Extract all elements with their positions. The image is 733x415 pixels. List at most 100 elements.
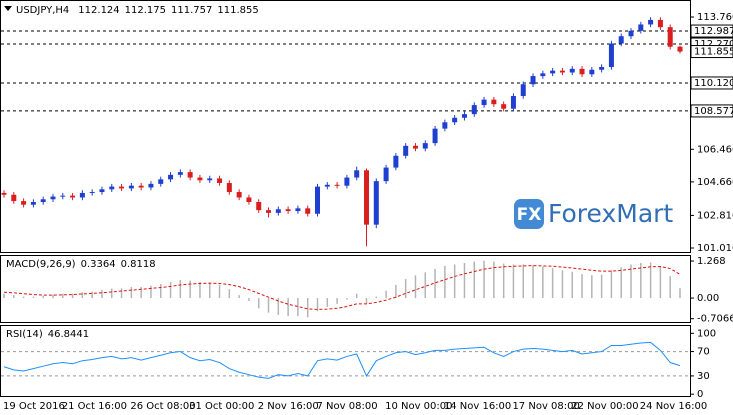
x-tick-label: 19 Oct 2016 xyxy=(3,401,65,412)
candle-body xyxy=(599,67,605,70)
x-tick-label: 10 Nov 00:00 xyxy=(385,401,452,412)
candle-body xyxy=(256,202,262,211)
y-tick-label: 101.010 xyxy=(697,243,733,254)
candle-body xyxy=(246,197,252,202)
candle-body xyxy=(677,46,683,52)
candle-body xyxy=(383,167,389,182)
candle-body xyxy=(589,69,595,75)
candle-body xyxy=(70,195,76,198)
level-box xyxy=(690,24,733,38)
candle-body xyxy=(608,43,614,68)
y-tick-label: 106.460 xyxy=(697,144,733,155)
candle-body xyxy=(99,189,105,193)
logo-text: ForexMart xyxy=(548,199,673,228)
candle-body xyxy=(520,84,526,97)
candle-body xyxy=(471,105,477,115)
candle-body xyxy=(344,177,350,186)
level-box xyxy=(690,76,733,90)
candle-body xyxy=(79,192,85,198)
panel-title-value: 0.3364 xyxy=(81,259,116,270)
y-tick-label: 0.00 xyxy=(697,293,719,304)
panel-title-name: RSI(14) xyxy=(6,329,43,340)
candle-body xyxy=(638,24,644,31)
candle-body xyxy=(501,104,507,109)
level-label: 110.120 xyxy=(694,78,733,89)
candle-body xyxy=(109,186,115,190)
candle-body xyxy=(226,182,232,193)
candle-body xyxy=(667,27,673,47)
panel-title-name: USDJPY,H4 xyxy=(16,5,69,16)
y-tick-label: 70 xyxy=(697,347,710,358)
y-tick-label: 104.660 xyxy=(697,177,733,188)
candle-body xyxy=(21,201,27,205)
candle-body xyxy=(530,76,536,85)
candle-body xyxy=(177,172,183,175)
x-tick-label: 14 Nov 16:00 xyxy=(444,401,511,412)
candle-body xyxy=(1,192,7,195)
level-label: 112.987 xyxy=(694,26,733,37)
price-panel xyxy=(0,0,691,253)
x-tick-label: 22 Nov 00:00 xyxy=(571,401,638,412)
panel-title-value: 111.757 xyxy=(171,5,212,16)
candle-body xyxy=(324,184,330,187)
last-price-box xyxy=(690,45,733,59)
candle-body xyxy=(275,209,281,213)
candle-body xyxy=(412,145,418,149)
logo-icon-text: FX xyxy=(517,205,542,225)
y-tick-label: 113.760 xyxy=(697,12,733,23)
signal-line xyxy=(3,265,681,310)
candle-body xyxy=(432,128,438,144)
candle-body xyxy=(148,183,154,188)
candle-body xyxy=(540,73,546,77)
x-tick-label: 24 Nov 16:00 xyxy=(640,401,707,412)
candle-body xyxy=(236,192,242,198)
candle-body xyxy=(128,185,134,189)
candle-body xyxy=(550,70,556,74)
candle-body xyxy=(168,174,174,180)
candle-body xyxy=(579,68,585,75)
y-tick-label: 30 xyxy=(697,371,710,382)
level-label: 112.270 xyxy=(694,39,733,50)
menu-triangle[interactable] xyxy=(4,6,12,11)
candle-body xyxy=(40,199,46,202)
candle-body xyxy=(334,184,340,186)
panel-title: MACD(9,26,9) 0.3364 0.8118 xyxy=(6,259,156,270)
candle-body xyxy=(207,178,213,181)
candle-body xyxy=(295,208,301,212)
panel-title-name: MACD(9,26,9) xyxy=(6,259,76,270)
rsi-panel xyxy=(0,325,691,397)
candle-body xyxy=(510,96,516,109)
candle-body xyxy=(60,195,66,197)
candle-body xyxy=(481,99,487,106)
candle-body xyxy=(422,143,428,149)
candle-body xyxy=(285,209,291,212)
candle-body xyxy=(648,19,654,25)
level-label: 108.577 xyxy=(694,106,733,117)
candle-body xyxy=(452,117,458,123)
candle-body xyxy=(559,70,565,73)
candle-body xyxy=(305,208,311,214)
candle-body xyxy=(138,185,144,188)
y-tick-label: 0 xyxy=(697,389,703,400)
candle-body xyxy=(315,186,321,214)
x-tick-label: 2 Nov 16:00 xyxy=(258,401,319,412)
candle-body xyxy=(393,155,399,168)
candle-body xyxy=(11,194,17,202)
x-tick-label: 17 Nov 08:00 xyxy=(512,401,579,412)
candle-body xyxy=(618,36,624,44)
logo-icon xyxy=(514,199,544,229)
candle-body xyxy=(491,99,497,105)
last-price-label: 111.855 xyxy=(694,47,733,58)
y-tick-label: -0.7066 xyxy=(697,314,733,325)
panel-title-value: 111.855 xyxy=(217,5,258,16)
candle-body xyxy=(461,114,467,118)
candle-body xyxy=(569,68,575,73)
panel-title-value: 46.8441 xyxy=(48,329,89,340)
candle-body xyxy=(442,122,448,129)
y-tick-label: 100 xyxy=(697,328,716,339)
x-tick-label: 7 Nov 08:00 xyxy=(317,401,378,412)
level-box xyxy=(690,104,733,118)
candle-body xyxy=(30,202,36,205)
candle-body xyxy=(187,172,193,178)
